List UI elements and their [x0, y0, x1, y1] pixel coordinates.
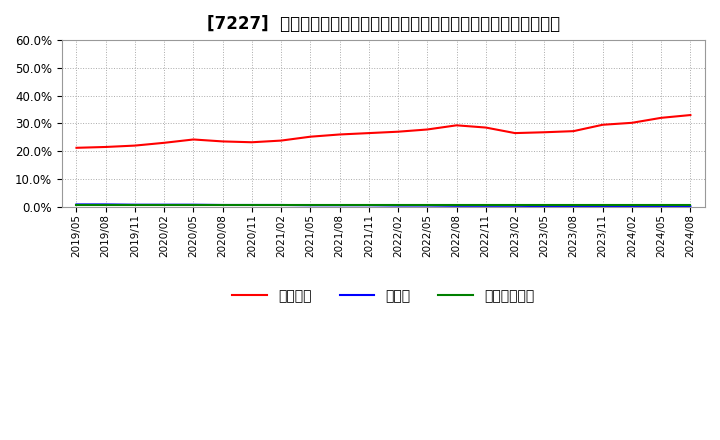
- のれん: [276, 202, 285, 208]
- のれん: [248, 202, 256, 208]
- 繰延税金資産: [569, 203, 577, 208]
- のれん: [657, 204, 665, 209]
- のれん: [189, 202, 198, 207]
- 繰延税金資産: [130, 203, 139, 208]
- 繰延税金資産: [510, 203, 519, 208]
- 自己資本: [394, 129, 402, 134]
- のれん: [72, 202, 81, 207]
- 繰延税金資産: [686, 203, 695, 208]
- のれん: [540, 203, 549, 209]
- 自己資本: [569, 128, 577, 134]
- のれん: [452, 203, 461, 209]
- 繰延税金資産: [452, 203, 461, 208]
- 自己資本: [102, 144, 110, 150]
- 繰延税金資産: [248, 203, 256, 208]
- 自己資本: [364, 130, 373, 136]
- 繰延税金資産: [102, 203, 110, 208]
- のれん: [102, 202, 110, 207]
- 繰延税金資産: [423, 203, 431, 208]
- 繰延税金資産: [394, 203, 402, 208]
- のれん: [160, 202, 168, 207]
- のれん: [364, 203, 373, 208]
- 繰延税金資産: [306, 203, 315, 208]
- 自己資本: [160, 140, 168, 146]
- のれん: [598, 203, 607, 209]
- のれん: [130, 202, 139, 207]
- 繰延税金資産: [598, 203, 607, 208]
- 繰延税金資産: [160, 203, 168, 208]
- 繰延税金資産: [364, 203, 373, 208]
- 自己資本: [686, 112, 695, 117]
- 繰延税金資産: [276, 203, 285, 208]
- 自己資本: [72, 145, 81, 150]
- のれん: [482, 203, 490, 209]
- 自己資本: [482, 125, 490, 130]
- Line: のれん: のれん: [76, 205, 690, 206]
- 繰延税金資産: [336, 203, 344, 208]
- 繰延税金資産: [189, 203, 198, 208]
- のれん: [336, 203, 344, 208]
- 自己資本: [598, 122, 607, 128]
- 繰延税金資産: [482, 203, 490, 208]
- のれん: [510, 203, 519, 209]
- のれん: [218, 202, 227, 208]
- 自己資本: [336, 132, 344, 137]
- のれん: [569, 203, 577, 209]
- 自己資本: [218, 139, 227, 144]
- のれん: [306, 203, 315, 208]
- Legend: 自己資本, のれん, 繰延税金資産: 自己資本, のれん, 繰延税金資産: [227, 283, 540, 308]
- 繰延税金資産: [657, 203, 665, 208]
- 自己資本: [423, 127, 431, 132]
- 自己資本: [248, 139, 256, 145]
- のれん: [394, 203, 402, 208]
- 繰延税金資産: [218, 203, 227, 208]
- 自己資本: [510, 130, 519, 136]
- 自己資本: [276, 138, 285, 143]
- のれん: [686, 204, 695, 209]
- 自己資本: [189, 137, 198, 142]
- のれん: [423, 203, 431, 208]
- 自己資本: [540, 130, 549, 135]
- 自己資本: [657, 115, 665, 121]
- Line: 自己資本: 自己資本: [76, 115, 690, 148]
- のれん: [628, 204, 636, 209]
- 繰延税金資産: [540, 203, 549, 208]
- Title: [7227]  自己資本、のれん、繰延税金資産の総資産に対する比率の推移: [7227] 自己資本、のれん、繰延税金資産の総資産に対する比率の推移: [207, 15, 560, 33]
- 自己資本: [628, 120, 636, 125]
- 自己資本: [306, 134, 315, 139]
- 繰延税金資産: [72, 203, 81, 208]
- 繰延税金資産: [628, 203, 636, 208]
- 自己資本: [452, 123, 461, 128]
- 自己資本: [130, 143, 139, 148]
